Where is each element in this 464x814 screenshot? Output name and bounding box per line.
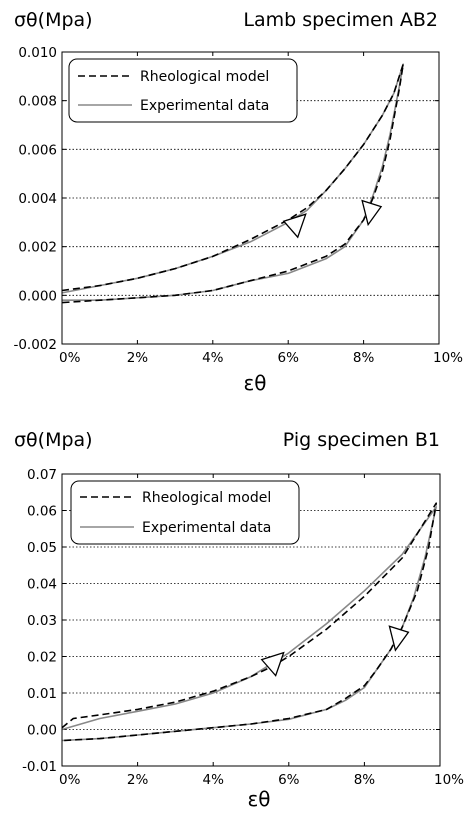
legend-label-experimental-1: Experimental data bbox=[140, 98, 269, 114]
x-tick-label: 6% bbox=[278, 772, 300, 788]
series-group-2 bbox=[61, 502, 438, 742]
legend-2: Rheological model Experimental data bbox=[70, 480, 300, 545]
direction-arrow-icon bbox=[361, 199, 383, 227]
x-axis-label-2: εθ bbox=[247, 787, 270, 811]
y-tick-label: 0.07 bbox=[27, 467, 57, 483]
x-tick-label: 8% bbox=[353, 350, 375, 366]
direction-arrow-icon bbox=[260, 651, 285, 677]
x-tick-label: 4% bbox=[202, 772, 224, 788]
x-tick-label: 0% bbox=[59, 772, 81, 788]
y-tick-label: 0.00 bbox=[27, 723, 57, 739]
y-tick-label: 0.006 bbox=[18, 142, 57, 158]
x-axis-label-1: εθ bbox=[243, 371, 266, 395]
y-axis-label-1: σθ(Mpa) bbox=[14, 9, 93, 31]
y-tick-label: 0.05 bbox=[27, 540, 57, 556]
x-tick-label: 10% bbox=[434, 772, 464, 788]
y-tick-label: 0.000 bbox=[18, 288, 57, 304]
legend-1: Rheological model Experimental data bbox=[68, 58, 298, 123]
x-tick-label: 10% bbox=[433, 350, 463, 366]
x-tick-label: 4% bbox=[202, 350, 224, 366]
chart-title-1: Lamb specimen AB2 bbox=[243, 9, 438, 31]
series-line-rheological-model bbox=[61, 502, 438, 742]
y-tick-label: 0.01 bbox=[27, 686, 57, 702]
legend-label-model-2: Rheological model bbox=[142, 490, 271, 506]
y-tick-label: -0.01 bbox=[22, 759, 57, 775]
direction-arrow-icon bbox=[282, 213, 307, 239]
y-tick-label: 0.010 bbox=[18, 45, 57, 61]
y-axis-label-2: σθ(Mpa) bbox=[14, 429, 93, 451]
y-tick-label: 0.02 bbox=[27, 650, 57, 666]
plot-frame-2 bbox=[61, 473, 441, 767]
chart-panel-2: Pig specimen B1 σθ(Mpa) εθ -0.01 0.00 0.01… bbox=[14, 429, 464, 811]
series-line-rheological-model bbox=[61, 63, 405, 304]
y-tick-label: 0.03 bbox=[27, 613, 57, 629]
x-tick-label: 6% bbox=[277, 350, 299, 366]
legend-box-1 bbox=[68, 58, 298, 123]
x-tick-label: 2% bbox=[127, 772, 149, 788]
y-tick-label: 0.008 bbox=[18, 94, 57, 110]
direction-arrow-icon bbox=[388, 625, 410, 652]
y-tick-label: 0.06 bbox=[27, 504, 57, 520]
chart-panel-1: Lamb specimen AB2 σθ(Mpa) εθ -0.002 0.000… bbox=[13, 9, 463, 395]
legend-label-model-1: Rheological model bbox=[140, 69, 269, 85]
direction-arrows-1 bbox=[282, 199, 383, 239]
plot-frame-1 bbox=[61, 51, 440, 345]
axis-ticks-2: -0.01 0.00 0.01 0.02 0.03 0.04 0.05 0.06 0.07 0% 2… bbox=[22, 467, 464, 788]
axis-ticks-1: -0.002 0.000 0.002 0.004 0.006 0.008 0.010 0% 2%… bbox=[13, 45, 463, 366]
legend-label-experimental-2: Experimental data bbox=[142, 520, 271, 536]
x-tick-label: 2% bbox=[127, 350, 149, 366]
chart-title-2: Pig specimen B1 bbox=[283, 429, 440, 451]
y-tick-label: 0.004 bbox=[18, 191, 57, 207]
y-tick-label: 0.04 bbox=[27, 577, 57, 593]
x-tick-label: 8% bbox=[354, 772, 376, 788]
series-group-1 bbox=[61, 63, 405, 304]
x-tick-label: 0% bbox=[59, 350, 81, 366]
y-tick-label: -0.002 bbox=[13, 337, 57, 353]
direction-arrows-2 bbox=[260, 625, 410, 677]
y-tick-label: 0.002 bbox=[18, 240, 57, 256]
